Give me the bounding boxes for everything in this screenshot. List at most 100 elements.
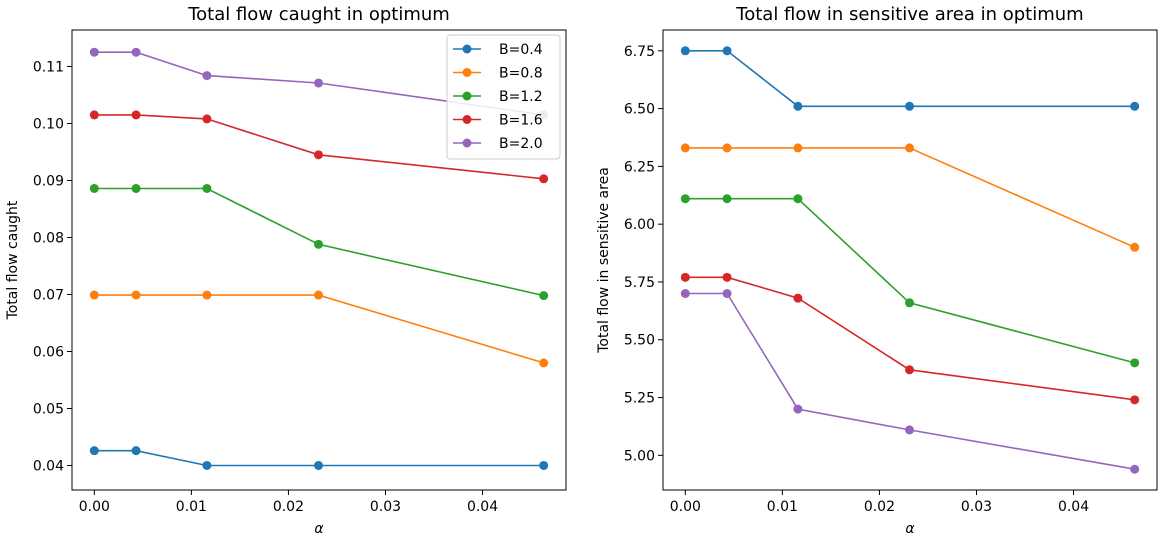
y-tick-label: 0.11 <box>33 59 64 75</box>
data-point <box>89 110 99 120</box>
plot-area: 0.00 0.01 0.02 0.03 0.04 0.04 0.05 0.06 0.07 0.08… <box>33 29 567 515</box>
data-point <box>314 460 324 470</box>
series-line-2 <box>685 147 1136 249</box>
data-point <box>722 46 732 56</box>
data-point <box>793 101 803 111</box>
data-point <box>539 174 549 184</box>
chart-title: Total flow caught in optimum <box>187 4 450 25</box>
data-point <box>680 143 690 153</box>
data-point <box>722 194 732 204</box>
data-point <box>722 272 732 282</box>
data-point <box>1130 395 1140 405</box>
chart-title: Total flow in sensitive area in optimum <box>735 4 1083 25</box>
data-point <box>314 290 324 300</box>
data-point <box>1130 242 1140 252</box>
y-tick-label: 6.25 <box>624 159 655 175</box>
legend-marker <box>462 68 472 77</box>
y-tick-label: 0.09 <box>33 173 64 189</box>
y-tick-label: 5.75 <box>624 275 655 291</box>
data-point <box>89 183 99 193</box>
data-point <box>722 143 732 153</box>
series-line-1 <box>685 49 1135 108</box>
series-line-2 <box>94 294 544 364</box>
y-tick-label: 0.06 <box>33 344 64 360</box>
y-axis-label: Total flow caught <box>5 200 21 320</box>
chart-total-flow-sensitive-area: Total flow in sensitive area in optimum … <box>596 4 1158 537</box>
x-tick-label: 0.00 <box>670 499 701 515</box>
legend-marker <box>462 91 472 101</box>
axes-frame <box>662 29 1158 491</box>
y-tick-label: 6.50 <box>624 102 655 118</box>
data-point <box>131 110 141 120</box>
data-point <box>314 239 324 249</box>
y-tick-label: 5.50 <box>624 333 655 349</box>
data-point <box>680 289 690 299</box>
legend-marker <box>462 138 472 148</box>
x-tick-label: 0.01 <box>176 499 207 515</box>
series-line-4 <box>685 276 1135 401</box>
y-tick-label: 0.08 <box>33 230 64 246</box>
y-tick-label: 0.04 <box>33 458 64 474</box>
data-point <box>793 293 803 303</box>
data-point <box>202 290 212 300</box>
x-tick-label: 0.00 <box>79 499 110 515</box>
data-point <box>539 291 549 301</box>
data-point <box>89 446 99 456</box>
x-tick-label: 0.03 <box>961 499 992 515</box>
data-point <box>314 78 324 88</box>
series-line-3 <box>685 197 1135 364</box>
data-point <box>202 71 212 81</box>
data-point <box>1130 358 1140 368</box>
data-point <box>539 358 549 368</box>
x-tick-label: 0.02 <box>864 499 895 515</box>
y-tick-label: 0.05 <box>33 401 64 417</box>
legend-label: B=1.2 <box>499 89 543 105</box>
x-tick-label: 0.04 <box>1058 499 1089 515</box>
x-tick-label: 0.02 <box>273 499 304 515</box>
data-point <box>202 183 212 193</box>
x-tick-label: 0.01 <box>767 499 798 515</box>
data-point <box>539 460 549 470</box>
data-point <box>680 272 690 282</box>
legend-marker <box>462 44 472 54</box>
series-line-5 <box>685 292 1135 470</box>
x-axis-label: α <box>314 521 324 537</box>
data-point <box>131 47 141 57</box>
legend-label: B=1.6 <box>499 113 543 129</box>
data-point <box>314 150 324 160</box>
y-tick-label: 6.75 <box>624 44 655 60</box>
legend-label: B=2.0 <box>499 136 543 152</box>
legend-marker <box>462 115 472 124</box>
y-tick-label: 0.07 <box>33 287 64 303</box>
data-point <box>89 47 99 57</box>
legend-label: B=0.4 <box>499 42 543 58</box>
data-point <box>905 143 915 153</box>
data-point <box>1130 464 1140 474</box>
x-axis-label: α <box>905 521 915 537</box>
plot-area: 0.00 0.01 0.02 0.03 0.04 5.00 5.25 5.50 5.75 6.00… <box>624 29 1158 515</box>
y-tick-label: 0.10 <box>33 116 64 132</box>
data-point <box>89 290 99 300</box>
y-tick-label: 5.25 <box>624 391 655 407</box>
data-point <box>202 114 212 124</box>
data-point <box>905 101 915 111</box>
y-tick-label: 5.00 <box>624 448 655 464</box>
axes-frame <box>71 29 567 491</box>
legend-box <box>446 34 561 160</box>
data-point <box>680 194 690 204</box>
data-point <box>905 365 915 375</box>
data-point <box>793 194 803 204</box>
y-tick-label: 6.00 <box>624 217 655 233</box>
data-point <box>905 425 915 435</box>
data-point <box>131 290 141 300</box>
x-tick-label: 0.03 <box>370 499 401 515</box>
data-point <box>793 143 803 153</box>
data-point <box>722 289 732 299</box>
data-point <box>131 183 141 193</box>
data-point <box>131 446 141 456</box>
x-tick-label: 0.04 <box>467 499 498 515</box>
chart-total-flow-caught: Total flow caught in optimum α Total flo… <box>5 4 567 537</box>
y-axis-label: Total flow in sensitive area <box>596 167 612 354</box>
data-point <box>793 404 803 414</box>
